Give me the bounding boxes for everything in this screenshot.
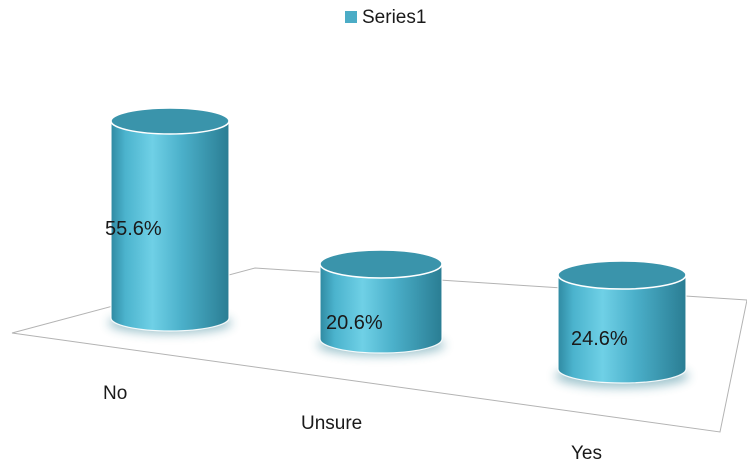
legend-label-series1: Series1 <box>362 7 426 28</box>
legend: Series1 <box>345 7 426 28</box>
data-label-no: 55.6% <box>105 218 162 240</box>
bar-top-no <box>110 107 230 135</box>
bar-rim-yes <box>557 275 687 384</box>
bar-no: 55.6% <box>105 107 232 334</box>
category-label-unsure: Unsure <box>301 413 362 434</box>
category-label-yes: Yes <box>571 443 602 464</box>
category-label-no: No <box>103 383 127 404</box>
category-axis: No Unsure Yes <box>103 383 602 464</box>
bar-yes: 24.6% <box>555 260 689 388</box>
bar-top-yes <box>557 260 687 290</box>
bar-unsure: 20.6% <box>317 249 445 356</box>
bar-rim-no <box>110 121 230 332</box>
data-label-unsure: 20.6% <box>326 312 383 334</box>
bar-body-yes <box>558 275 686 383</box>
bar-top-unsure <box>319 249 443 279</box>
bar-rim-unsure <box>319 264 443 354</box>
bar-body-no <box>111 121 229 331</box>
series-group: 55.6% 20.6% 24.6% <box>105 107 689 388</box>
bar-body-unsure <box>320 264 442 353</box>
legend-swatch-series1 <box>345 11 357 23</box>
data-label-yes: 24.6% <box>571 328 628 350</box>
